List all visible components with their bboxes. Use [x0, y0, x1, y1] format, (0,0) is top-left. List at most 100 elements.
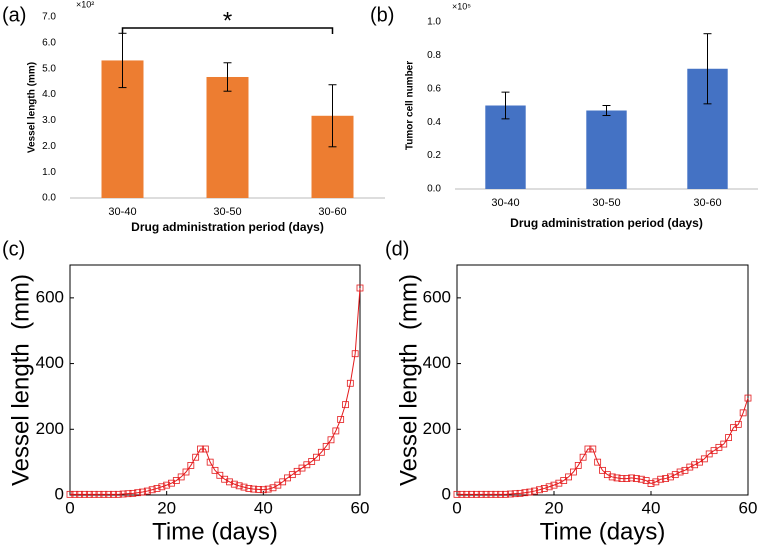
y-axis-label: Vessel length (mm) — [7, 274, 34, 486]
x-tick-label: 20 — [545, 498, 564, 517]
data-marker — [100, 490, 108, 498]
panel-label: (d) — [385, 238, 409, 260]
data-marker — [245, 485, 253, 492]
y-tick-label: 3.0 — [42, 115, 56, 126]
data-marker — [85, 490, 93, 498]
y-tick-label: 1.0 — [42, 167, 56, 178]
plot-frame — [456, 264, 749, 496]
y-tick-label: 0.8 — [427, 50, 441, 61]
data-marker — [536, 486, 543, 494]
x-axis-label: Time (days) — [540, 518, 666, 545]
data-marker — [356, 284, 364, 292]
x-axis-label: Drug administration period (days) — [510, 216, 703, 230]
y-tick-label: 200 — [423, 419, 451, 438]
data-marker — [240, 483, 248, 491]
data-marker — [657, 475, 665, 483]
y-tick-label: 0 — [442, 484, 451, 503]
x-tick-label: 30-60 — [693, 197, 721, 209]
panel-label: (a) — [2, 4, 26, 26]
data-marker — [327, 436, 335, 444]
data-marker — [110, 490, 117, 498]
data-marker — [90, 490, 98, 498]
data-marker — [337, 416, 345, 423]
x-tick-label: 0 — [452, 498, 461, 517]
data-marker — [565, 473, 572, 481]
x-tick-label: 30-60 — [318, 206, 346, 218]
data-marker — [143, 487, 151, 495]
data-marker — [139, 488, 146, 496]
data-marker — [114, 490, 122, 498]
y-tick-label: 200 — [36, 419, 64, 438]
data-marker — [172, 477, 180, 484]
y-tick-label: 6.0 — [42, 37, 56, 48]
significance-label: * — [223, 7, 232, 34]
significance-bracket — [121, 27, 334, 34]
y-tick-label: 0 — [55, 484, 64, 503]
data-marker — [667, 473, 674, 481]
y-tick-label: 0.0 — [42, 193, 56, 204]
data-marker — [647, 480, 655, 487]
data-line — [457, 397, 749, 495]
data-marker — [76, 490, 84, 498]
y-tick-label: 0.0 — [427, 184, 441, 195]
data-marker — [313, 453, 320, 461]
data-marker — [579, 453, 587, 461]
data-marker — [264, 485, 272, 493]
data-marker — [686, 463, 694, 471]
data-marker — [158, 483, 166, 491]
bar — [206, 76, 249, 198]
data-marker — [511, 490, 519, 498]
data-marker — [332, 427, 340, 435]
y-tick-label: 4.0 — [42, 89, 56, 100]
data-marker — [216, 471, 224, 479]
bar — [586, 110, 627, 189]
data-marker — [226, 478, 233, 486]
data-marker — [322, 442, 330, 450]
x-tick-label: 40 — [642, 498, 661, 517]
y-tick-label: 0.6 — [427, 83, 441, 94]
data-marker — [633, 475, 640, 482]
data-marker — [497, 490, 505, 498]
data-marker — [492, 490, 500, 498]
x-tick-label: 60 — [739, 498, 758, 517]
plot-frame — [69, 264, 361, 496]
data-marker — [734, 420, 742, 428]
data-marker — [545, 483, 553, 491]
data-marker — [468, 490, 475, 498]
y-axis-label: Vessel length (mm) — [395, 274, 422, 486]
x-tick-label: 30-40 — [491, 197, 519, 209]
y-tick-label: 400 — [36, 353, 64, 372]
data-marker — [153, 485, 161, 492]
y-axis-label: Tumor cell number — [405, 61, 416, 150]
x-tick-label: 30-50 — [213, 206, 241, 218]
data-marker — [540, 485, 548, 492]
data-marker — [211, 466, 219, 474]
data-marker — [676, 468, 684, 476]
data-marker — [177, 473, 185, 481]
data-marker — [550, 481, 558, 489]
data-marker — [526, 488, 534, 496]
data-marker — [700, 455, 708, 463]
data-marker — [618, 475, 626, 482]
axis-multiplier: ×10⁵ — [452, 1, 471, 11]
data-marker — [192, 453, 200, 461]
data-marker — [613, 474, 621, 482]
y-tick-label: 0.2 — [427, 150, 441, 161]
data-marker — [560, 477, 568, 484]
data-marker — [603, 471, 611, 479]
data-marker — [623, 475, 631, 482]
data-marker — [197, 445, 204, 453]
data-marker — [487, 490, 495, 498]
data-marker — [308, 458, 316, 465]
x-tick-label: 0 — [65, 498, 74, 517]
data-line — [70, 287, 361, 495]
data-marker — [81, 490, 88, 498]
y-tick-label: 2.0 — [42, 141, 56, 152]
data-marker — [235, 482, 243, 490]
x-axis-label: Time (days) — [152, 518, 278, 545]
data-marker — [589, 445, 597, 453]
data-marker — [725, 434, 732, 441]
data-marker — [662, 475, 669, 482]
data-marker — [594, 458, 602, 466]
